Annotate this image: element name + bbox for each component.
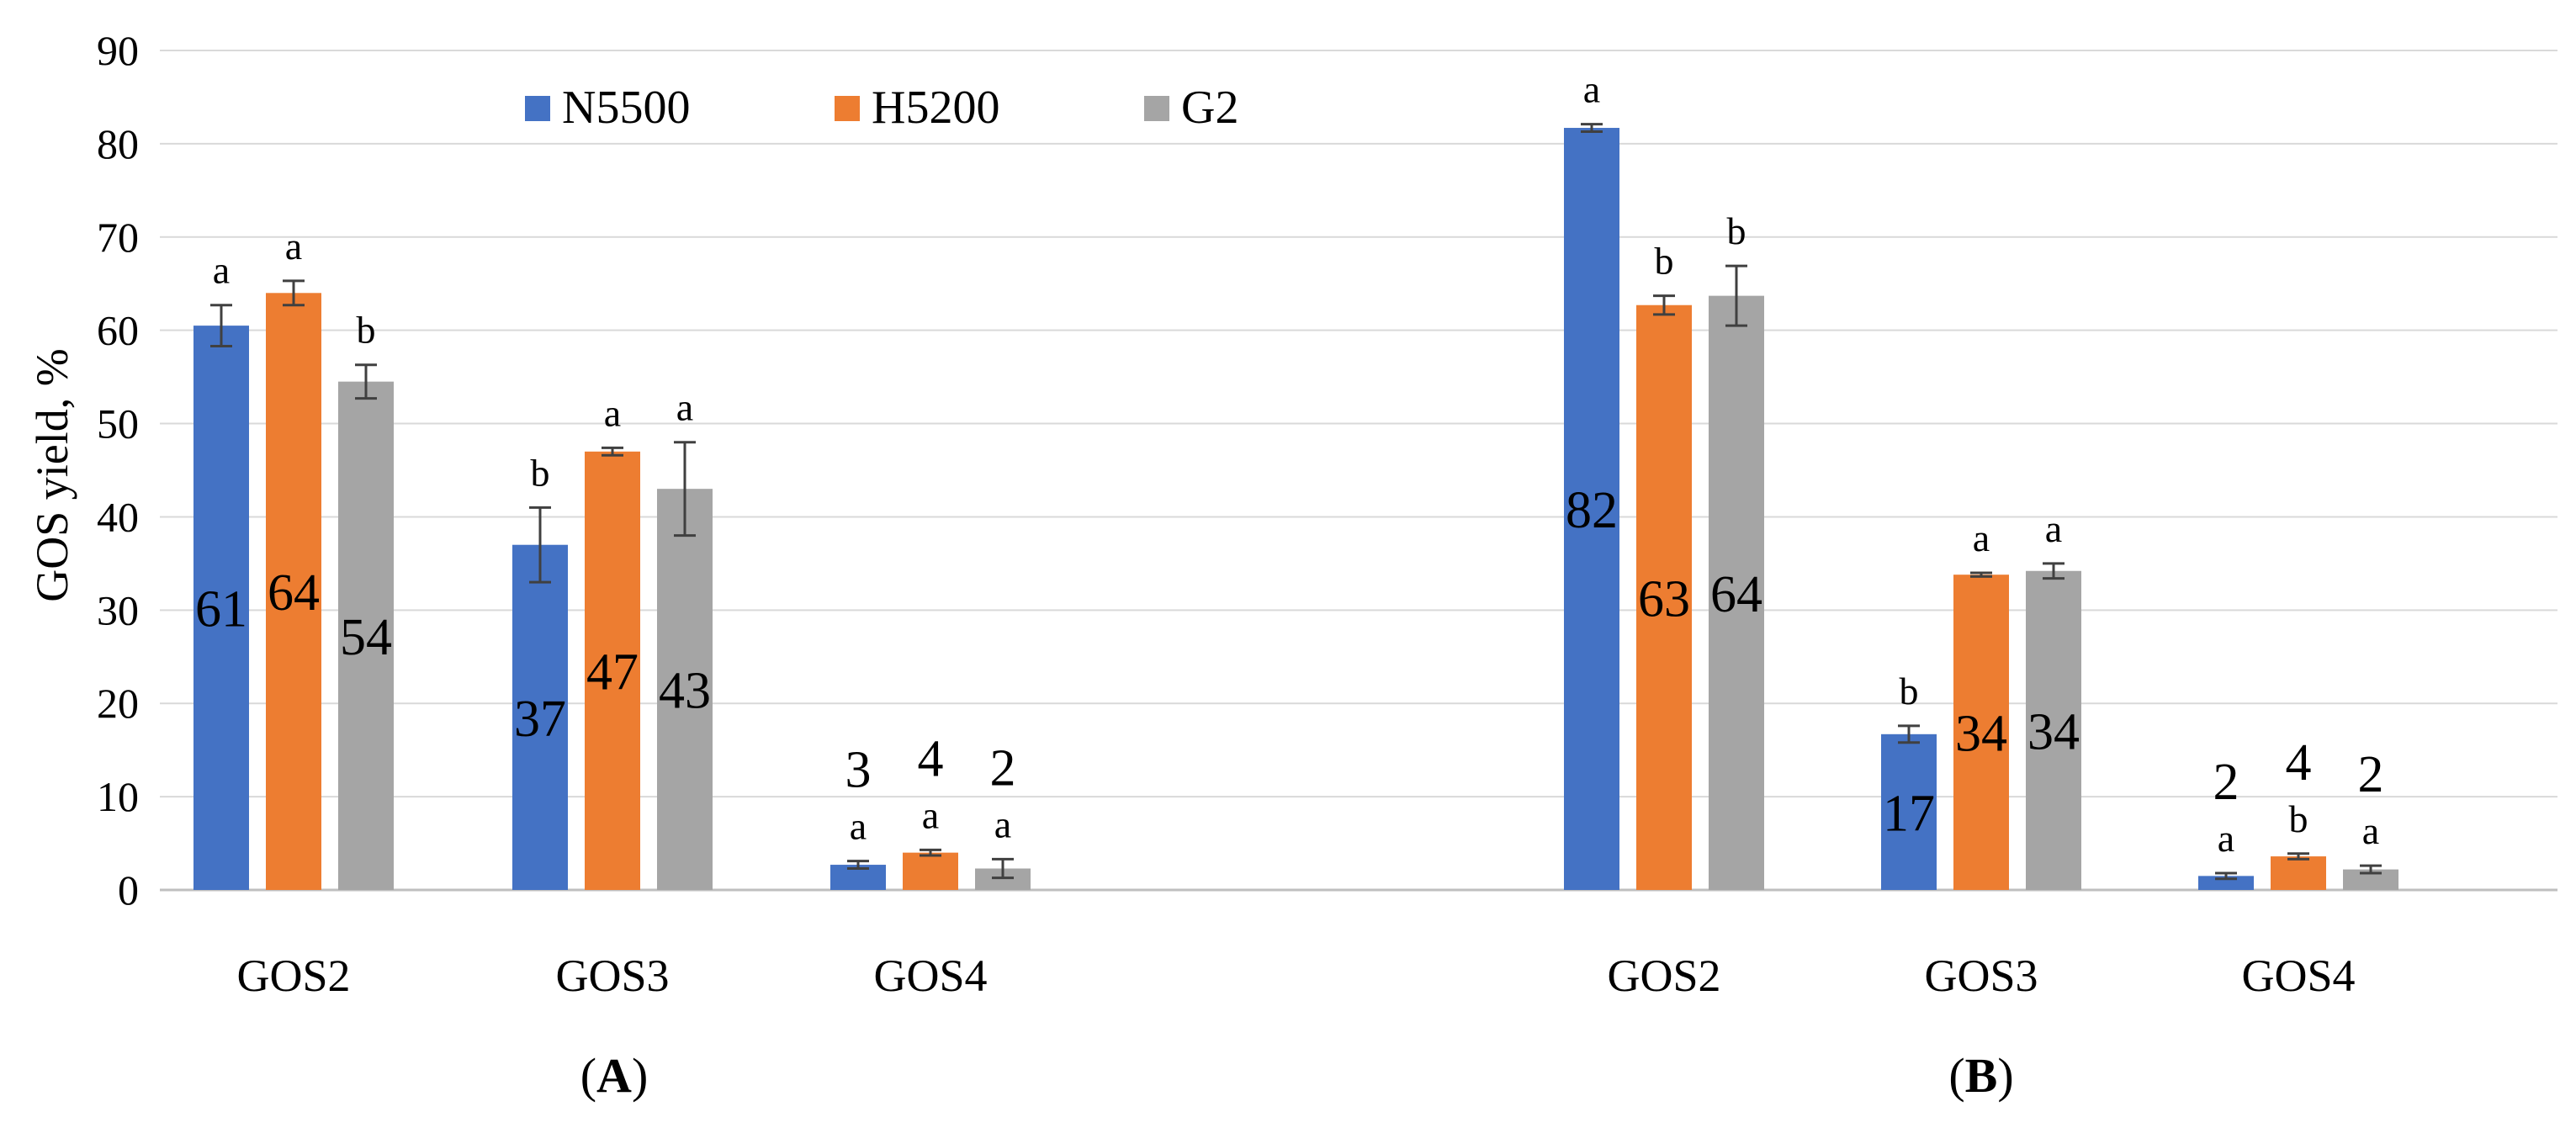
data-label: 63 <box>1638 570 1690 628</box>
labels: a61a64b54GOS2b37a47a43GOS3a3a4a2GOS4(A)a… <box>195 68 2384 1103</box>
significance-letter: b <box>1727 209 1746 252</box>
data-label: 2 <box>2358 746 2384 803</box>
data-label: 2 <box>2213 754 2239 811</box>
significance-letter: a <box>676 386 693 429</box>
y-tick-label: 10 <box>97 773 139 820</box>
bar-h5200-gos4 <box>2271 856 2326 890</box>
bar-h5200-gos2 <box>1636 305 1692 890</box>
significance-letter: a <box>1973 516 1990 559</box>
y-tick-label: 40 <box>97 493 139 540</box>
y-axis-title: GOS yield, % <box>27 348 77 601</box>
significance-letter: a <box>994 802 1011 845</box>
data-label: 64 <box>1710 566 1762 623</box>
data-label: 64 <box>268 564 320 622</box>
panel-label-letter: A <box>596 1048 632 1103</box>
data-label: 82 <box>1566 482 1618 539</box>
significance-letter: a <box>285 225 302 267</box>
bar-h5200-gos3 <box>585 451 640 890</box>
bars <box>193 123 2398 891</box>
data-label: 4 <box>2286 734 2312 792</box>
legend-label-n5500: N5500 <box>562 82 690 134</box>
x-category-label: GOS3 <box>1924 951 2038 1001</box>
bar-g2-gos2 <box>338 381 394 891</box>
legend-label-g2: G2 <box>1181 82 1238 134</box>
y-tick-label: 50 <box>97 400 139 447</box>
significance-letter: b <box>357 309 376 352</box>
bar-h5200-gos4 <box>903 852 958 890</box>
bar-n5500-gos3 <box>1881 733 1937 890</box>
bar-h5200-gos2 <box>266 293 321 890</box>
significance-letter: b <box>1900 670 1919 712</box>
x-category-label: GOS2 <box>236 951 350 1001</box>
data-label: 37 <box>514 691 566 748</box>
significance-letter: a <box>2362 809 2379 852</box>
legend-swatch-h5200 <box>835 96 860 121</box>
y-tick-label: 30 <box>97 586 139 633</box>
bar-n5500-gos2 <box>193 326 249 891</box>
significance-letter: a <box>213 249 230 292</box>
significance-letter: b <box>2289 797 2308 840</box>
data-label: 17 <box>1883 785 1935 842</box>
data-label: 54 <box>340 609 392 666</box>
x-category-label: GOS2 <box>1607 951 1720 1001</box>
significance-letter: a <box>850 805 867 848</box>
panel-label-close: ) <box>1997 1048 2013 1103</box>
bar-h5200-gos3 <box>1953 575 2009 890</box>
bar-n5500-gos2 <box>1564 128 1619 890</box>
y-tick-label: 70 <box>97 214 139 261</box>
bar-n5500-gos4 <box>2198 876 2254 890</box>
data-label: 34 <box>1955 706 2007 763</box>
bar-g2-gos2 <box>1709 295 1764 890</box>
data-label: 43 <box>659 663 711 720</box>
data-label: 4 <box>918 730 944 787</box>
significance-letter: b <box>1655 240 1674 283</box>
panel-label-close: ) <box>632 1048 648 1103</box>
significance-letter: a <box>604 391 621 434</box>
significance-letter: a <box>2045 507 2062 550</box>
panel-label-letter: B <box>1965 1048 1998 1103</box>
data-label: 2 <box>990 739 1016 797</box>
bar-g2-gos3 <box>2026 570 2081 890</box>
bar-g2-gos3 <box>657 489 713 890</box>
legend-label-h5200: H5200 <box>872 82 999 134</box>
significance-letter: a <box>2218 817 2234 860</box>
data-label: 61 <box>195 581 247 638</box>
y-tick-label: 90 <box>97 27 139 74</box>
x-category-label: GOS3 <box>555 951 669 1001</box>
legend-swatch-n5500 <box>525 96 550 121</box>
legend-swatch-g2 <box>1144 96 1169 121</box>
panel-label: (A) <box>580 1048 649 1103</box>
panel-label-open: ( <box>580 1048 596 1103</box>
y-tick-label: 20 <box>97 680 139 727</box>
x-category-label: GOS4 <box>2241 951 2355 1001</box>
data-label: 3 <box>845 742 872 799</box>
y-tick-label: 80 <box>97 120 139 167</box>
y-axis-ticks: 0 10 20 30 40 50 60 70 80 90 <box>97 27 139 914</box>
significance-letter: a <box>1583 68 1600 111</box>
data-label: 34 <box>2027 703 2080 760</box>
data-label: 47 <box>586 643 639 701</box>
significance-letter: a <box>922 793 939 836</box>
significance-letter: b <box>531 451 550 494</box>
legend: N5500 H5200 G2 <box>525 82 1238 134</box>
y-tick-label: 60 <box>97 307 139 354</box>
y-tick-label: 0 <box>118 866 139 914</box>
panel-label: (B) <box>1948 1048 2013 1103</box>
x-category-label: GOS4 <box>873 951 987 1001</box>
panel-label-open: ( <box>1948 1048 1964 1103</box>
bar-n5500-gos3 <box>512 544 568 890</box>
